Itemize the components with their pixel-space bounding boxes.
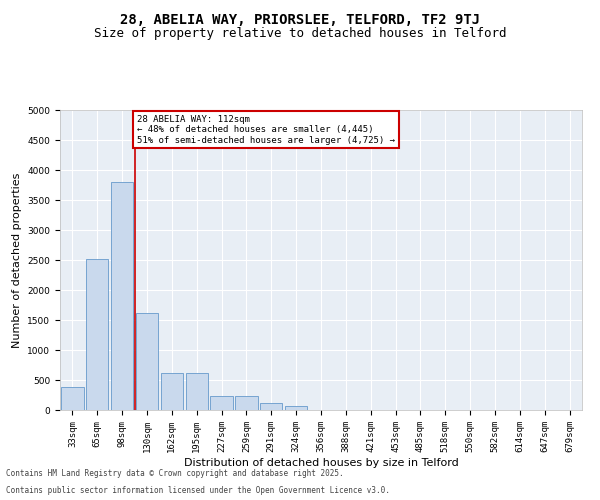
Bar bbox=[285, 406, 307, 410]
Bar bbox=[161, 373, 183, 410]
Bar bbox=[111, 182, 133, 410]
Text: Contains public sector information licensed under the Open Government Licence v3: Contains public sector information licen… bbox=[6, 486, 390, 495]
Bar bbox=[61, 387, 83, 410]
Bar bbox=[86, 259, 109, 410]
Bar bbox=[185, 373, 208, 410]
Text: Size of property relative to detached houses in Telford: Size of property relative to detached ho… bbox=[94, 28, 506, 40]
Text: Contains HM Land Registry data © Crown copyright and database right 2025.: Contains HM Land Registry data © Crown c… bbox=[6, 468, 344, 477]
X-axis label: Distribution of detached houses by size in Telford: Distribution of detached houses by size … bbox=[184, 458, 458, 468]
Bar bbox=[136, 313, 158, 410]
Bar bbox=[211, 396, 233, 410]
Text: 28, ABELIA WAY, PRIORSLEE, TELFORD, TF2 9TJ: 28, ABELIA WAY, PRIORSLEE, TELFORD, TF2 … bbox=[120, 12, 480, 26]
Bar bbox=[260, 403, 283, 410]
Bar bbox=[235, 396, 257, 410]
Text: 28 ABELIA WAY: 112sqm
← 48% of detached houses are smaller (4,445)
51% of semi-d: 28 ABELIA WAY: 112sqm ← 48% of detached … bbox=[137, 115, 395, 144]
Y-axis label: Number of detached properties: Number of detached properties bbox=[12, 172, 22, 348]
